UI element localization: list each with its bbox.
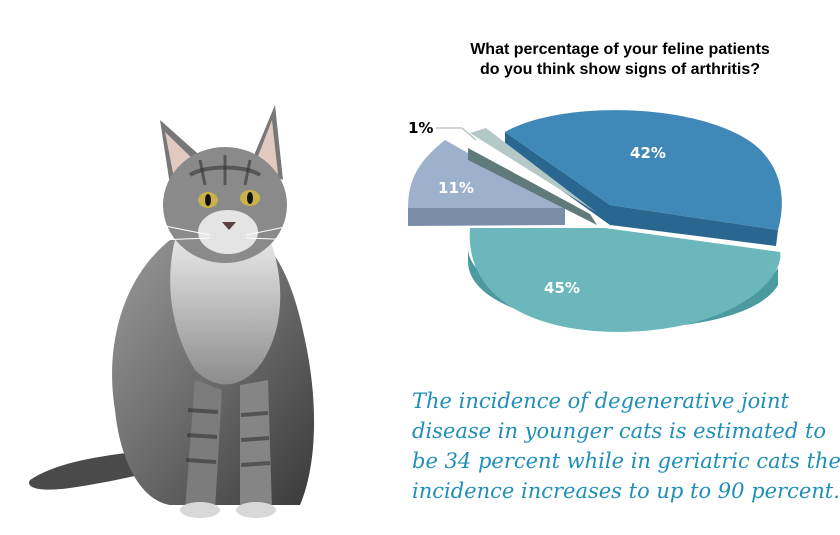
chart-title: What percentage of your feline patients … <box>400 40 840 80</box>
caption-line-3: be 34 percent while in geriatric cats th… <box>412 449 840 473</box>
callout-leader-line <box>436 127 477 141</box>
chart-title-line-2: do you think show signs of arthritis? <box>479 61 760 78</box>
pie-slice-1-top <box>470 128 596 212</box>
chart-title-line-1: What percentage of your feline patients <box>470 41 770 58</box>
pie-label-45: 45% <box>544 279 580 297</box>
caption-line-1: The incidence of degenerative joint <box>412 389 789 413</box>
pie-slice-1-side <box>468 148 597 225</box>
pie-chart: 42% 45% 11% 1% <box>408 110 782 332</box>
pie-label-42: 42% <box>630 144 666 162</box>
pie-slice-45-top <box>469 228 781 332</box>
pie-slice-11-side <box>408 208 565 226</box>
pie-slice-11: 11% <box>408 140 565 226</box>
cat-illustration <box>0 90 390 530</box>
pie-label-1: 1% <box>408 119 433 137</box>
caption-text: The incidence of degenerative joint dise… <box>412 386 840 506</box>
pie-label-11: 11% <box>438 179 474 197</box>
pie-slice-42-side-outer <box>610 205 778 246</box>
pie-slice-1 <box>468 128 597 225</box>
caption-line-4: incidence increases to up to 90 percent. <box>412 479 840 503</box>
pie-slice-42-top <box>505 110 782 230</box>
pie-slice-42: 42% <box>505 110 782 246</box>
caption-line-2: disease in younger cats is estimated to <box>412 419 827 443</box>
pie-slice-45: 45% <box>468 228 781 332</box>
cat-photo-icon <box>29 105 315 518</box>
pie-slice-42-side <box>505 132 610 225</box>
pie-slice-11-top <box>408 140 565 208</box>
